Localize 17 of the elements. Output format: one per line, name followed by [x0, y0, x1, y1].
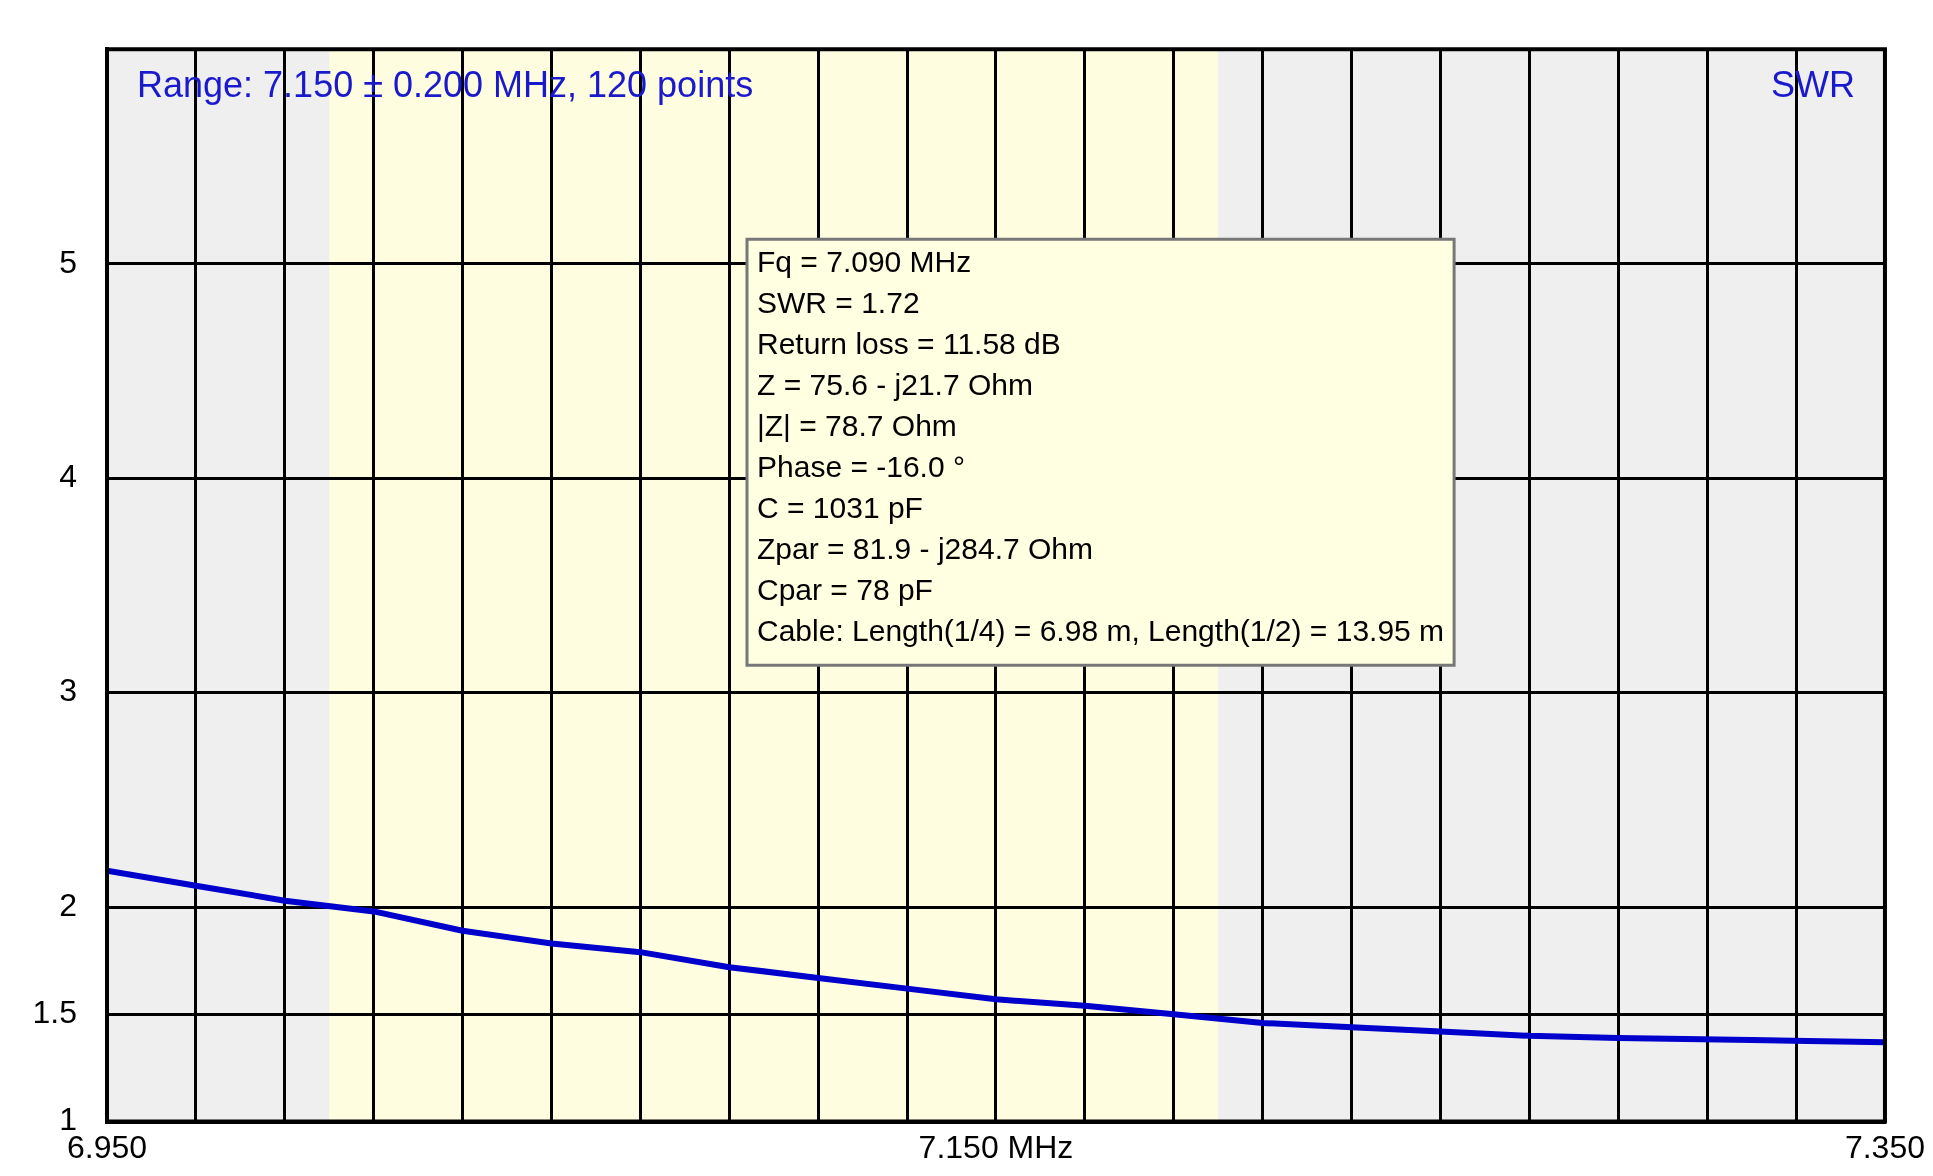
annotation: Cable: Length(1/4) = 6.98 m, Length(1/2) = 13.95 m — [757, 614, 1445, 648]
annotation: Fq = 7.090 MHz — [757, 245, 972, 279]
annotation: Cpar = 78 pF — [757, 573, 933, 607]
y-tick-label: 4 — [59, 457, 77, 494]
y-tick-label: 1.5 — [32, 994, 77, 1031]
x-tick-label: 7.150 MHz — [918, 1128, 1074, 1165]
annotation: SWR = 1.72 — [757, 286, 920, 320]
annotation: Return loss = 11.58 dB — [757, 327, 1061, 361]
y-tick-label: 5 — [59, 243, 77, 280]
annotation: Z = 75.6 - j21.7 Ohm — [757, 368, 1033, 402]
annotation: Phase = -16.0 ° — [757, 450, 965, 484]
y-tick-label: 2 — [59, 886, 77, 923]
annotation: |Z| = 78.7 Ohm — [757, 409, 957, 443]
y-tick-label: 3 — [59, 672, 77, 709]
annotation: Zpar = 81.9 - j284.7 Ohm — [757, 532, 1094, 566]
x-tick-label: 7.350 — [1844, 1128, 1925, 1165]
annotation: C = 1031 pF — [757, 491, 923, 525]
